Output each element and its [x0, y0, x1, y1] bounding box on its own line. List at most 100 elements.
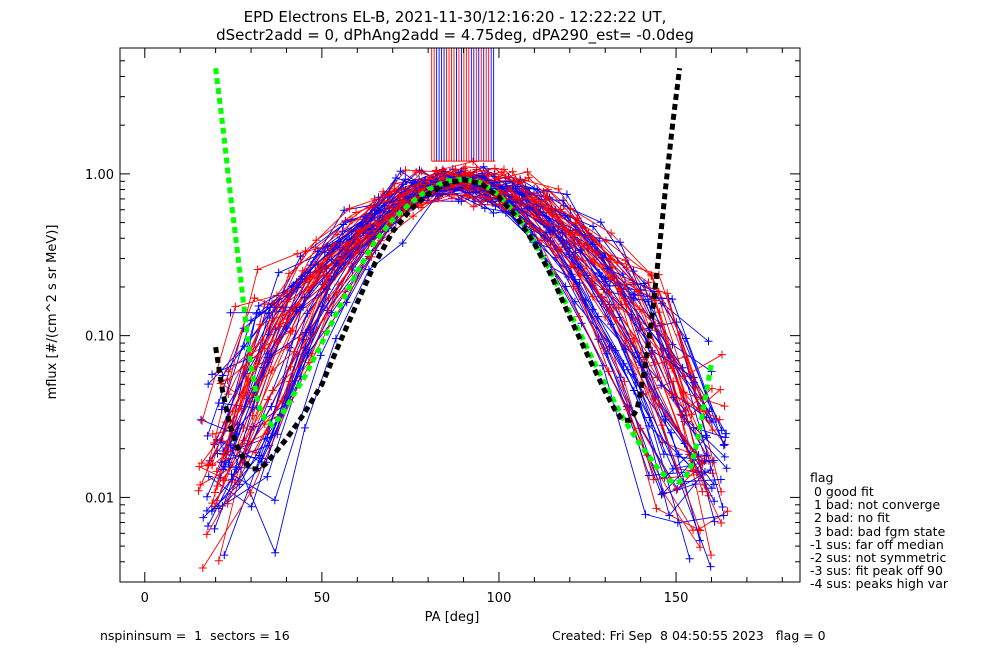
trace-marker	[623, 405, 632, 414]
trace-line	[223, 178, 699, 556]
trace-line	[221, 188, 701, 541]
trace-marker	[204, 380, 213, 389]
trace-marker	[270, 496, 279, 505]
legend-entry: -3 sus: fit peak off 90	[810, 563, 943, 579]
trace-marker	[293, 249, 302, 258]
trace-marker	[695, 536, 704, 545]
trace-marker	[689, 378, 698, 387]
trace-marker	[253, 265, 262, 274]
trace-marker	[469, 202, 478, 211]
trace-marker	[240, 436, 249, 445]
trace-marker	[722, 429, 731, 438]
trace-line	[211, 174, 687, 504]
trace-marker	[214, 556, 223, 565]
trace-marker	[301, 247, 310, 256]
trace-marker	[648, 346, 657, 355]
trace-marker	[702, 451, 711, 460]
trace-marker	[575, 312, 584, 321]
trace-marker	[508, 167, 517, 176]
trace-marker	[669, 377, 678, 386]
trace-marker	[204, 472, 213, 481]
trace-marker	[524, 173, 533, 182]
trace-marker	[644, 278, 653, 287]
legend-entry: 2 bad: no fit	[810, 510, 890, 526]
trace-marker	[268, 386, 277, 395]
trace-marker	[402, 188, 411, 197]
trace-marker	[292, 307, 301, 316]
trace-marker	[210, 488, 219, 497]
trace-marker	[616, 373, 625, 382]
trace-marker	[332, 288, 341, 297]
trace-marker	[565, 244, 574, 253]
trace-marker	[588, 258, 597, 267]
trace-marker	[723, 507, 732, 516]
trace-marker	[696, 526, 705, 535]
trace-marker	[667, 428, 676, 437]
trace-marker	[569, 282, 578, 291]
trace-marker	[589, 222, 598, 231]
trace-marker	[696, 543, 705, 552]
trace-marker	[212, 467, 221, 476]
trace-marker	[213, 449, 222, 458]
trace-marker	[511, 194, 520, 203]
trace-marker	[700, 468, 709, 477]
trace-marker	[629, 386, 638, 395]
trace-marker	[634, 287, 643, 296]
trace-marker	[331, 334, 340, 343]
trace-marker	[609, 303, 618, 312]
trace-marker	[232, 465, 241, 474]
trace-marker	[525, 203, 534, 212]
trace-marker	[549, 227, 558, 236]
trace-marker	[501, 208, 510, 217]
trace-marker	[673, 518, 682, 527]
trace-marker	[598, 253, 607, 262]
trace-marker	[356, 226, 365, 235]
trace-marker	[202, 530, 211, 539]
trace-marker	[333, 230, 342, 239]
trace-marker	[649, 475, 658, 484]
trace-marker	[722, 464, 731, 473]
trace-marker	[223, 376, 232, 385]
legend-entry: 3 bad: bad fgm state	[810, 523, 946, 539]
trace-marker	[285, 269, 294, 278]
trace-marker	[224, 447, 233, 456]
trace-marker	[247, 316, 256, 325]
trace-marker	[341, 216, 350, 225]
footer-right: Created: Fri Sep 8 04:50:55 2023 flag = …	[552, 628, 826, 643]
trace-marker	[247, 502, 256, 511]
trace-marker	[639, 279, 648, 288]
trace-marker	[373, 219, 382, 228]
y-tick-label: 1.00	[85, 168, 114, 183]
trace-marker	[645, 471, 654, 480]
trace-marker	[197, 459, 206, 468]
x-tick-label: 100	[487, 591, 512, 606]
trace-marker	[562, 190, 571, 199]
trace-marker	[479, 162, 488, 171]
trace-marker	[628, 276, 637, 285]
trace-marker	[300, 423, 309, 432]
trace-marker	[209, 438, 218, 447]
trace-marker	[621, 336, 630, 345]
trace-marker	[501, 177, 510, 186]
x-axis-label: PA [deg]	[425, 610, 480, 625]
trace-marker	[657, 421, 666, 430]
trace-marker	[659, 450, 668, 459]
trace-marker	[219, 476, 228, 485]
trace-marker	[425, 175, 434, 184]
trace-marker	[478, 172, 487, 181]
trace-marker	[352, 239, 361, 248]
trace-marker	[685, 554, 694, 563]
trace-marker	[231, 302, 240, 311]
axis-layer: 0 50 100 150 0.01 0.10 1.00	[85, 47, 800, 606]
trace-marker	[384, 191, 393, 200]
trace-marker	[256, 320, 265, 329]
trace-marker	[203, 431, 212, 440]
trace-marker	[607, 262, 616, 271]
trace-marker	[669, 464, 678, 473]
fit-layer	[213, 67, 714, 487]
trace-marker	[707, 484, 716, 493]
trace-marker	[196, 415, 205, 424]
trace-marker	[214, 399, 223, 408]
trace-marker	[641, 510, 650, 519]
trace-marker	[629, 290, 638, 299]
